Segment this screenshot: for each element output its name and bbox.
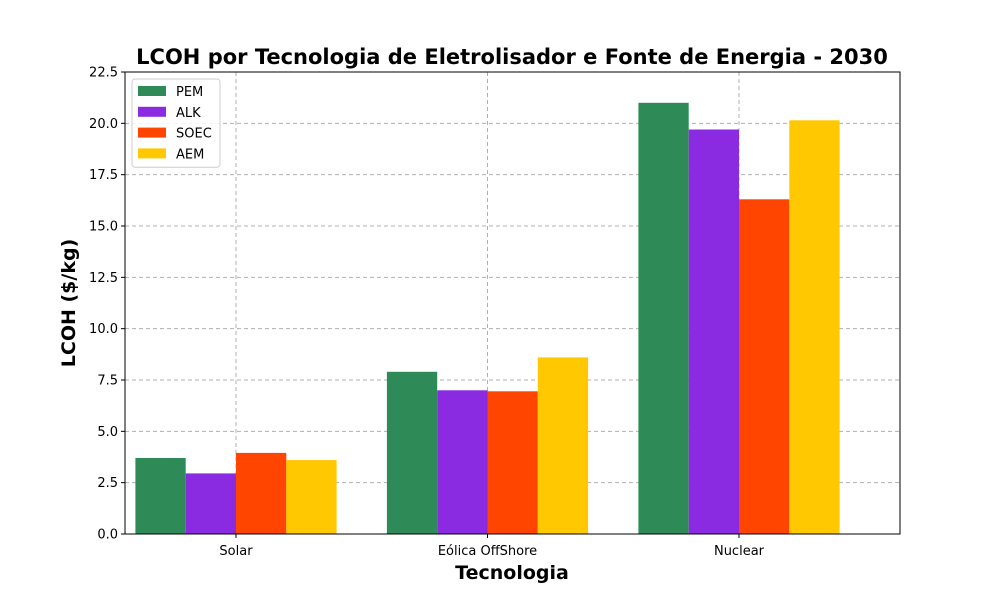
y-axis: 0.0 2.5 5.0 7.5 10.0 12.5 15.0 17.5 20.0 22.5 bbox=[89, 66, 125, 543]
y-tick-label: 20.0 bbox=[89, 117, 118, 132]
y-axis-label: LCOH ($/kg) bbox=[58, 239, 80, 367]
legend-swatch bbox=[138, 148, 166, 159]
legend-box bbox=[131, 78, 221, 168]
bar-soec bbox=[487, 391, 538, 534]
y-tick-label: 2.5 bbox=[97, 476, 118, 491]
legend-label: ALK bbox=[176, 106, 201, 121]
chart-title: LCOH por Tecnologia de Eletrolisador e F… bbox=[136, 45, 888, 69]
bar-pem bbox=[135, 458, 186, 534]
bars-layer bbox=[135, 102, 840, 535]
x-axis: Solar Eólica OffShore Nuclear bbox=[219, 534, 765, 559]
y-tick-label: 17.5 bbox=[89, 168, 118, 183]
y-tick-label: 5.0 bbox=[97, 425, 118, 440]
legend-swatch bbox=[138, 106, 166, 117]
legend: PEM ALK SOEC AEM bbox=[131, 78, 221, 168]
bar-alk bbox=[688, 129, 739, 534]
bar-alk bbox=[185, 473, 236, 534]
bar-aem bbox=[286, 460, 337, 534]
x-tick-label: Eólica OffShore bbox=[438, 544, 537, 559]
y-tick-label: 22.5 bbox=[89, 66, 118, 81]
y-tick-label: 7.5 bbox=[97, 374, 118, 389]
y-tick-label: 10.0 bbox=[89, 322, 118, 337]
bar-alk bbox=[437, 390, 488, 534]
legend-swatch bbox=[138, 86, 166, 96]
x-tick-label: Solar bbox=[219, 544, 253, 559]
bar-pem bbox=[386, 371, 438, 534]
x-tick-label: Nuclear bbox=[714, 544, 765, 559]
bar-pem bbox=[638, 102, 689, 535]
bar-aem bbox=[789, 120, 840, 535]
x-axis-label: Tecnologia bbox=[455, 562, 569, 584]
legend-label: PEM bbox=[176, 85, 203, 100]
y-tick-label: 0.0 bbox=[97, 528, 118, 543]
bar-soec bbox=[739, 199, 790, 535]
y-tick-label: 12.5 bbox=[89, 271, 118, 286]
plot-frame bbox=[124, 71, 901, 535]
y-tick-label: 15.0 bbox=[89, 220, 118, 235]
bar-aem bbox=[537, 357, 589, 534]
legend-label: AEM bbox=[176, 147, 204, 162]
legend-label: SOEC bbox=[176, 127, 212, 142]
legend-swatch bbox=[138, 127, 166, 138]
bar-soec bbox=[236, 452, 287, 534]
